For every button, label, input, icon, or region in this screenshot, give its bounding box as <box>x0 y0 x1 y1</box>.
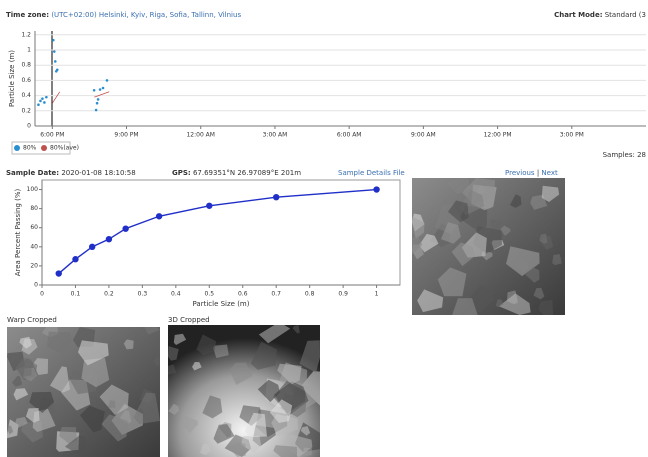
y-tick-label: 0 <box>27 123 31 130</box>
sample-date: Sample Date: 2020-01-08 18:10:58 <box>6 169 136 177</box>
legend-label[interactable]: 80% <box>23 145 37 152</box>
x-tick-label: 0 <box>40 291 44 298</box>
y-tick-label: 1.2 <box>21 31 31 38</box>
point <box>106 79 109 82</box>
x-tick-label: 3:00 AM <box>263 132 288 139</box>
x-axis-label: Particle Size (m) <box>193 300 250 308</box>
x-tick-label: 6:00 PM <box>40 132 64 139</box>
nav: Previous | Next <box>505 169 558 177</box>
next[interactable]: Next <box>541 169 558 177</box>
x-tick-label: 9:00 PM <box>114 132 138 139</box>
previous[interactable]: Previous <box>505 169 535 177</box>
point <box>156 213 162 219</box>
point <box>96 102 99 105</box>
chart-mode-value[interactable]: Standard (3 <box>605 11 646 19</box>
details-link[interactable]: Sample Details File <box>338 169 405 177</box>
y-tick-label: 0.8 <box>21 62 31 69</box>
image-label: Warp Cropped <box>7 316 57 324</box>
samples: Samples: 28 <box>603 151 646 159</box>
point <box>97 98 100 101</box>
y-axis-label: Area Percent Passing (%) <box>14 188 22 276</box>
gps: GPS: 67.69351°N 26.97089°E 201m <box>172 169 301 177</box>
time-zone-label: Time zone: <box>6 11 49 19</box>
x-tick-label: 1 <box>375 291 379 298</box>
3d-image <box>168 325 320 457</box>
plot-frame <box>42 180 400 285</box>
point <box>93 89 96 92</box>
y-tick-label: 40 <box>30 243 38 250</box>
y-tick-label: 0 <box>34 282 38 289</box>
point <box>41 97 44 100</box>
chart-mode: Chart Mode: Standard (3 <box>554 11 646 19</box>
y-tick-label: 20 <box>30 262 38 269</box>
x-tick-label: 0.7 <box>271 291 281 298</box>
point <box>106 236 112 242</box>
x-tick-label: 12:00 AM <box>186 132 214 139</box>
sample-image <box>412 178 565 315</box>
y-tick-label: 1 <box>27 47 31 54</box>
y-tick-label: 0.6 <box>21 77 31 84</box>
series-line <box>59 190 377 274</box>
point <box>43 101 46 104</box>
x-tick-label: 3:00 PM <box>560 132 584 139</box>
x-tick-label: 9:00 AM <box>411 132 436 139</box>
point <box>95 109 98 112</box>
point <box>45 96 48 99</box>
time-zone-value[interactable]: (UTC+02:00) Helsinki, Kyiv, Riga, Sofia,… <box>51 11 241 19</box>
x-tick-label: 0.6 <box>238 291 248 298</box>
x-tick-label: 0.5 <box>205 291 215 298</box>
y-tick-label: 80 <box>30 205 38 212</box>
chart-mode-label: Chart Mode: <box>554 11 603 19</box>
image-label: 3D Cropped <box>168 316 210 324</box>
warp-image <box>7 327 160 457</box>
point <box>72 256 78 262</box>
time-zone: Time zone: (UTC+02:00) Helsinki, Kyiv, R… <box>6 11 241 19</box>
point <box>56 68 59 71</box>
x-tick-label: 12:00 PM <box>484 132 512 139</box>
separator: | <box>537 169 539 177</box>
point <box>89 244 95 250</box>
x-tick-label: 0.1 <box>71 291 81 298</box>
x-tick-label: 6:00 AM <box>337 132 362 139</box>
x-tick-label: 0.8 <box>305 291 315 298</box>
x-tick-label: 0.2 <box>104 291 114 298</box>
point <box>99 88 102 91</box>
page: Time zone: (UTC+02:00) Helsinki, Kyiv, R… <box>0 0 648 457</box>
value: 2020-01-08 18:10:58 <box>61 169 135 177</box>
legend-label[interactable]: 80%(ave) <box>50 145 79 152</box>
y-tick-label: 0.4 <box>21 92 31 99</box>
point <box>52 39 55 42</box>
point <box>206 203 212 209</box>
y-tick-label: 100 <box>27 186 39 193</box>
label: Sample Date: <box>6 169 59 177</box>
y-tick-label: 0.2 <box>21 107 31 114</box>
point <box>56 270 62 276</box>
point <box>373 186 379 192</box>
x-tick-label: 0.4 <box>171 291 181 298</box>
point <box>54 60 57 63</box>
legend-swatch <box>14 145 20 151</box>
y-axis-label: Particle Size (m) <box>8 50 16 107</box>
point <box>102 87 105 90</box>
point <box>53 50 56 53</box>
point <box>39 100 42 103</box>
series-line <box>52 92 109 103</box>
legend-swatch <box>41 145 47 151</box>
point <box>122 225 128 231</box>
value: 67.69351°N 26.97089°E 201m <box>193 169 301 177</box>
x-tick-label: 0.9 <box>338 291 348 298</box>
y-tick-label: 60 <box>30 224 38 231</box>
label: GPS: <box>172 169 191 177</box>
x-tick-label: 0.3 <box>138 291 148 298</box>
point <box>273 194 279 200</box>
point <box>37 103 40 106</box>
